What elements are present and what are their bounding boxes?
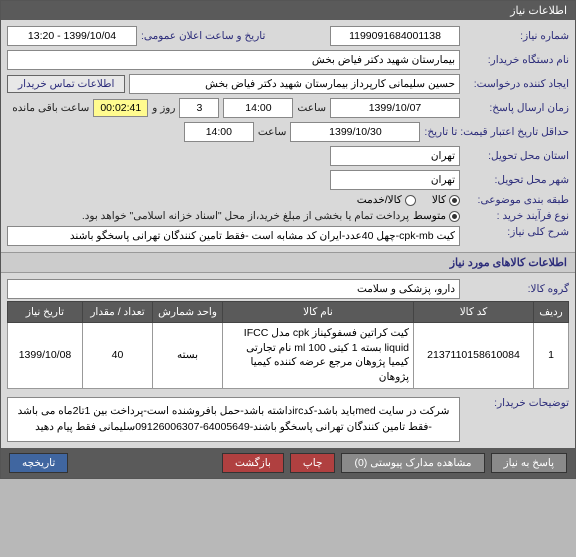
panel-title: اطلاعات نیاز [1, 1, 575, 20]
table-cell: 2137110158610084 [414, 323, 534, 389]
delivery-city-value: تهران [330, 170, 460, 190]
category-opt-0: کالا [432, 194, 446, 206]
category-label: طبقه بندی موضوعی: [464, 194, 569, 206]
table-cell: 1399/10/08 [8, 323, 83, 389]
announce-label: تاریخ و ساعت اعلان عمومی: [141, 30, 265, 42]
deadline-time: 14:00 [223, 98, 293, 118]
req-no-value: 1199091684001138 [330, 26, 460, 46]
table-cell: کیت کراتین فسفوکیناز cpk مدل IFCC liquid… [223, 323, 414, 389]
deadline-date: 1399/10/07 [330, 98, 460, 118]
print-button[interactable]: چاپ [290, 453, 336, 473]
delivery-city-label: شهر محل تحویل: [464, 174, 569, 186]
delivery-prov-value: تهران [330, 146, 460, 166]
creator-value: حسین سلیمانی کارپرداز بیمارستان شهید دکت… [129, 74, 460, 94]
items-table-header-row: ردیف کد کالا نام کالا واحد شمارش تعداد /… [8, 302, 569, 323]
table-cell: 1 [534, 323, 569, 389]
table-cell: بسته [153, 323, 223, 389]
th-row: ردیف [534, 302, 569, 323]
buyer-notes-label: توضیحات خریدار: [464, 397, 569, 409]
reply-button[interactable]: پاسخ به نیاز [491, 453, 567, 473]
table-row: 12137110158610084کیت کراتین فسفوکیناز cp… [8, 323, 569, 389]
validity-time: 14:00 [184, 122, 254, 142]
deadline-remain: ساعت باقی مانده [12, 102, 89, 114]
device-name-value: بیمارستان شهید دکتر فیاض بخش [7, 50, 460, 70]
delivery-prov-label: استان محل تحویل: [464, 150, 569, 162]
category-radio-goods-service[interactable] [405, 195, 416, 206]
items-section-title: اطلاعات کالاهای مورد نیاز [1, 252, 575, 273]
countdown-timer: 00:02:41 [93, 99, 148, 117]
announce-value: 1399/10/04 - 13:20 [7, 26, 137, 46]
items-table: ردیف کد کالا نام کالا واحد شمارش تعداد /… [7, 301, 569, 389]
summary-label: شرح کلی نیاز: [464, 226, 569, 238]
category-radio-goods[interactable] [449, 195, 460, 206]
deadline-label: زمان ارسال پاسخ: [464, 102, 569, 114]
deadline-days: 3 [179, 98, 219, 118]
footer-bar: پاسخ به نیاز مشاهده مدارک پیوستی (0) چاپ… [1, 448, 575, 478]
th-qty: تعداد / مقدار [83, 302, 153, 323]
deadline-days-suffix: روز و [152, 102, 175, 114]
category-opt-1: کالا/خدمت [357, 194, 402, 206]
back-button[interactable]: بازگشت [222, 453, 284, 473]
group-label: گروه کالا: [464, 283, 569, 295]
th-date: تاریخ نیاز [8, 302, 83, 323]
form-area: شماره نیاز: 1199091684001138 تاریخ و ساع… [1, 20, 575, 252]
history-button[interactable]: تاریخچه [9, 453, 68, 473]
table-cell: 40 [83, 323, 153, 389]
summary-value: کیت cpk-mb-چهل 40عدد-ایران کد مشابه است … [7, 226, 460, 246]
device-name-label: نام دستگاه خریدار: [464, 54, 569, 66]
validity-date: 1399/10/30 [290, 122, 420, 142]
creator-label: ایجاد کننده درخواست: [464, 78, 569, 90]
validity-label: حداقل تاریخ اعتبار قیمت: تا تاریخ: [424, 126, 569, 138]
need-info-panel: اطلاعات نیاز شماره نیاز: 119909168400113… [0, 0, 576, 479]
attachments-button[interactable]: مشاهده مدارک پیوستی (0) [341, 453, 484, 473]
process-type-label: نوع فرآیند خرید : [464, 210, 569, 222]
process-type-radio-medium[interactable] [449, 211, 460, 222]
category-radio-group: کالا کالا/خدمت [357, 194, 460, 206]
process-type-radio-group: متوسط [413, 210, 460, 222]
req-no-label: شماره نیاز: [464, 30, 569, 42]
buyer-contact-button[interactable]: اطلاعات تماس خریدار [7, 75, 125, 93]
validity-time-lbl: ساعت [258, 126, 287, 138]
process-type-note: پرداخت تمام یا بخشی از مبلغ خرید،از محل … [82, 210, 409, 222]
th-code: کد کالا [414, 302, 534, 323]
buyer-notes-text: شرکت در سایت medباید باشد-کدircداشته باش… [7, 397, 460, 443]
group-value: دارو، پزشکی و سلامت [7, 279, 460, 299]
th-name: نام کالا [223, 302, 414, 323]
deadline-time-lbl: ساعت [297, 102, 326, 114]
th-unit: واحد شمارش [153, 302, 223, 323]
process-type-opt-0: متوسط [413, 210, 446, 222]
